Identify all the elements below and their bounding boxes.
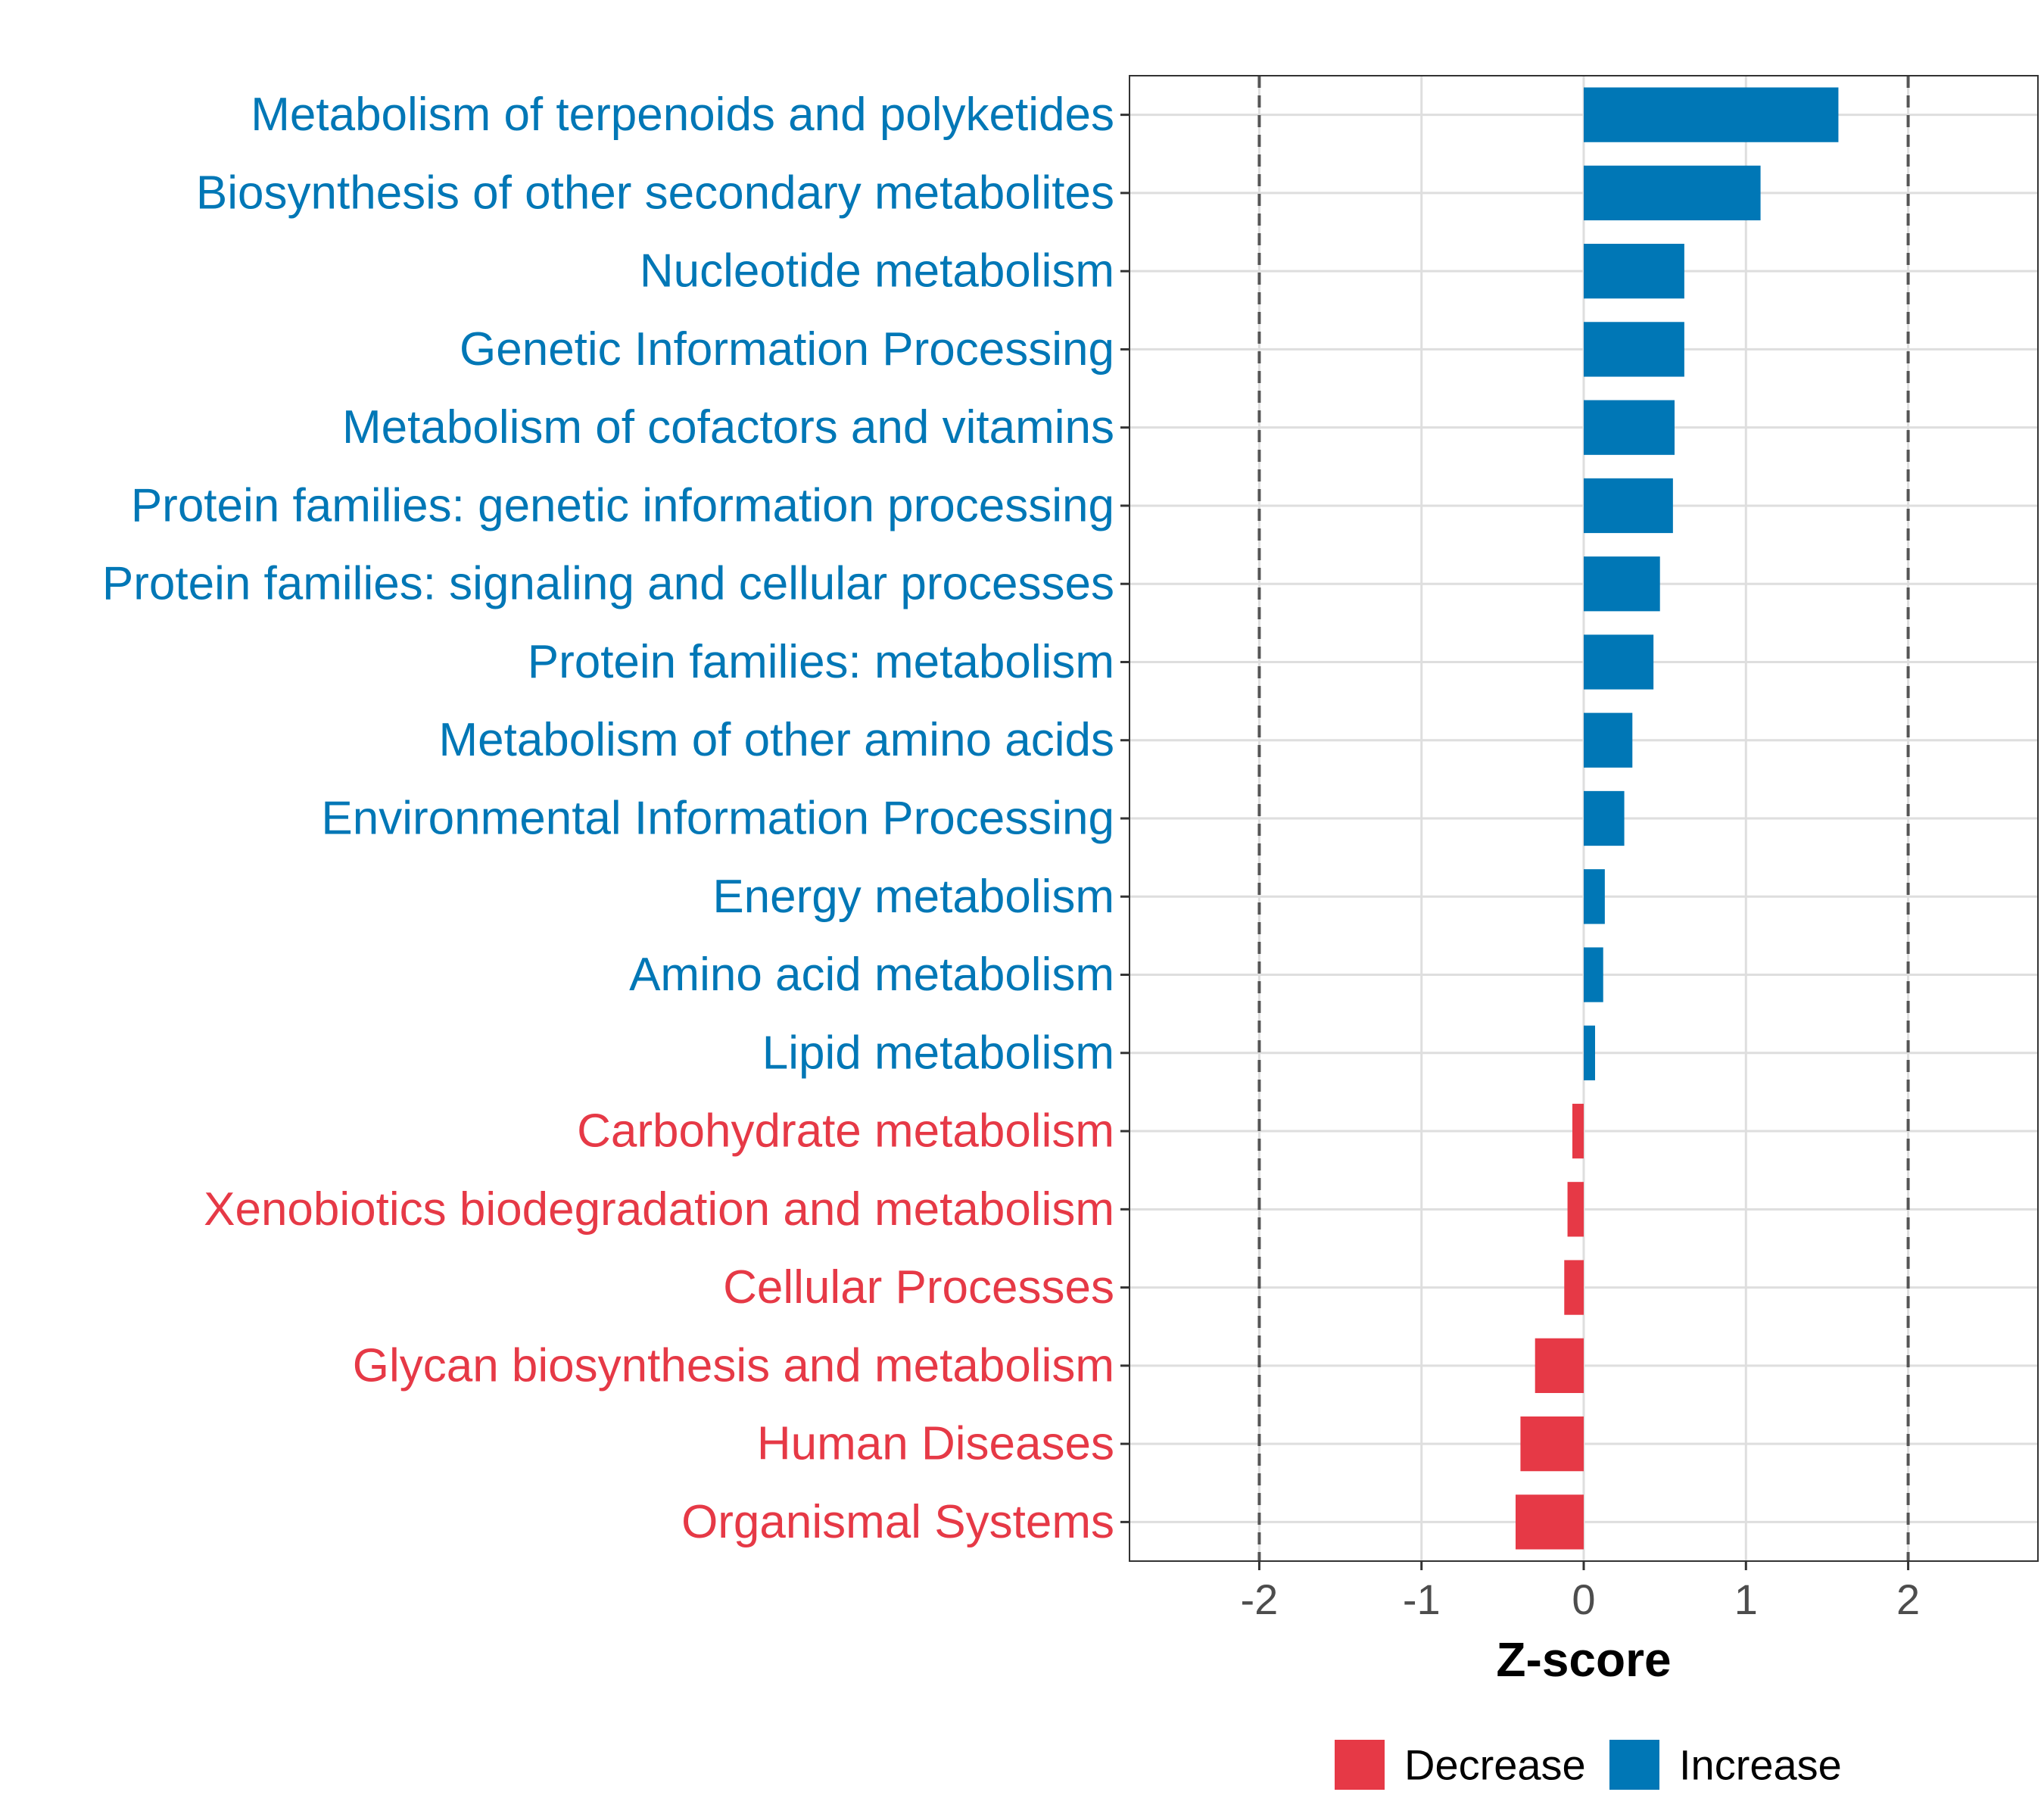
bar	[1584, 634, 1654, 690]
x-tick-label: -1	[1403, 1575, 1441, 1623]
bar	[1572, 1103, 1584, 1159]
category-label: Carbohydrate metabolism	[577, 1105, 1114, 1158]
legend-label: Increase	[1679, 1741, 1842, 1789]
bar	[1584, 790, 1625, 846]
bar	[1584, 869, 1605, 924]
legend: Decrease Increase	[1335, 1740, 1842, 1790]
category-label: Xenobiotics biodegradation and metabolis…	[204, 1183, 1114, 1236]
category-label: Cellular Processes	[723, 1261, 1114, 1314]
bar	[1584, 1025, 1595, 1080]
bar	[1584, 87, 1839, 142]
x-axis-title: Z-score	[1496, 1632, 1671, 1687]
bars	[1516, 87, 1839, 1550]
bar	[1567, 1182, 1584, 1237]
category-label: Environmental Information Processing	[321, 793, 1114, 845]
y-axis: Metabolism of terpenoids and polyketides…	[102, 89, 1129, 1548]
legend-key	[1335, 1740, 1385, 1790]
legend-label: Decrease	[1404, 1741, 1586, 1789]
category-label: Genetic Information Processing	[460, 323, 1114, 376]
category-label: Human Diseases	[757, 1418, 1114, 1470]
category-label: Protein families: metabolism	[528, 636, 1114, 688]
category-label: Biosynthesis of other secondary metaboli…	[196, 167, 1114, 219]
bar	[1584, 556, 1660, 612]
bar	[1584, 478, 1673, 534]
category-label: Lipid metabolism	[762, 1027, 1114, 1079]
category-label: Amino acid metabolism	[629, 949, 1114, 1001]
category-label: Metabolism of cofactors and vitamins	[342, 401, 1114, 453]
category-label: Metabolism of other amino acids	[438, 714, 1114, 766]
bar	[1584, 400, 1675, 455]
category-label: Energy metabolism	[712, 871, 1114, 923]
bar	[1535, 1338, 1584, 1393]
bar	[1584, 322, 1684, 377]
bar	[1584, 712, 1633, 768]
category-label: Glycan biosynthesis and metabolism	[353, 1339, 1114, 1392]
bar	[1564, 1260, 1584, 1315]
x-axis: -2 -1 0 1 2	[1241, 1561, 1920, 1623]
plot-area	[1129, 75, 2039, 1562]
x-tick-label: 0	[1572, 1575, 1595, 1623]
x-tick-label: -2	[1241, 1575, 1279, 1623]
x-tick-label: 1	[1734, 1575, 1758, 1623]
bar	[1584, 165, 1761, 221]
bar	[1584, 244, 1684, 299]
category-label: Organismal Systems	[681, 1496, 1114, 1548]
x-tick-label: 2	[1896, 1575, 1920, 1623]
reference-lines	[1257, 76, 1910, 1561]
bar	[1516, 1494, 1584, 1550]
category-label: Protein families: signaling and cellular…	[102, 558, 1114, 610]
category-label: Metabolism of terpenoids and polyketides	[251, 89, 1114, 141]
category-label: Protein families: genetic information pr…	[131, 479, 1114, 531]
category-label: Nucleotide metabolism	[640, 245, 1114, 298]
legend-key	[1609, 1740, 1659, 1790]
bar	[1584, 947, 1603, 1002]
bar	[1520, 1416, 1584, 1472]
